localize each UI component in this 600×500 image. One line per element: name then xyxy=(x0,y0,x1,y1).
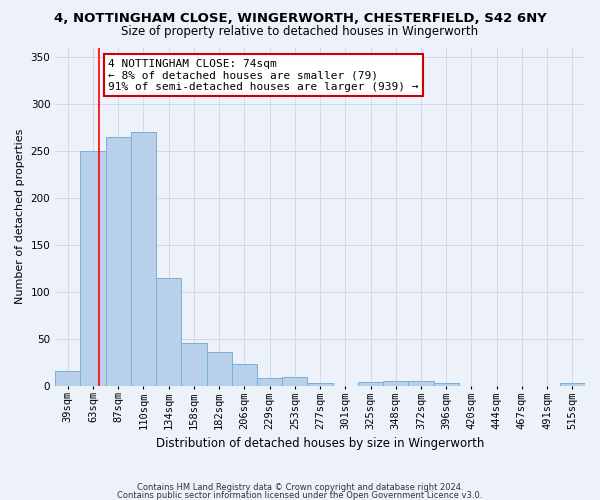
Bar xyxy=(206,352,232,386)
Bar xyxy=(181,344,206,386)
Bar xyxy=(409,381,434,386)
Text: 4 NOTTINGHAM CLOSE: 74sqm
← 8% of detached houses are smaller (79)
91% of semi-d: 4 NOTTINGHAM CLOSE: 74sqm ← 8% of detach… xyxy=(108,59,419,92)
Bar xyxy=(55,370,80,386)
Bar xyxy=(106,136,131,386)
Text: Contains HM Land Registry data © Crown copyright and database right 2024.: Contains HM Land Registry data © Crown c… xyxy=(137,484,463,492)
Bar xyxy=(434,383,459,386)
Bar xyxy=(131,132,156,386)
Bar xyxy=(282,377,307,386)
Bar xyxy=(257,378,282,386)
Y-axis label: Number of detached properties: Number of detached properties xyxy=(15,129,25,304)
Bar xyxy=(358,382,383,386)
Bar xyxy=(156,278,181,386)
Bar xyxy=(80,151,106,386)
Bar xyxy=(383,381,409,386)
Bar xyxy=(307,383,332,386)
X-axis label: Distribution of detached houses by size in Wingerworth: Distribution of detached houses by size … xyxy=(156,437,484,450)
Text: 4, NOTTINGHAM CLOSE, WINGERWORTH, CHESTERFIELD, S42 6NY: 4, NOTTINGHAM CLOSE, WINGERWORTH, CHESTE… xyxy=(53,12,547,26)
Title: 4, NOTTINGHAM CLOSE, WINGERWORTH, CHESTERFIELD, S42 6NY
Size of property relativ: 4, NOTTINGHAM CLOSE, WINGERWORTH, CHESTE… xyxy=(0,499,1,500)
Bar xyxy=(232,364,257,386)
Bar xyxy=(560,383,585,386)
Text: Contains public sector information licensed under the Open Government Licence v3: Contains public sector information licen… xyxy=(118,491,482,500)
Text: Size of property relative to detached houses in Wingerworth: Size of property relative to detached ho… xyxy=(121,25,479,38)
